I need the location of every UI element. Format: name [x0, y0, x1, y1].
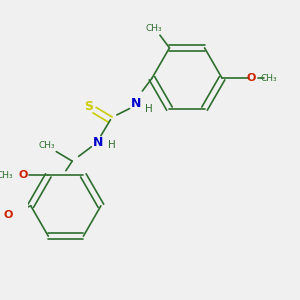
Text: CH₃: CH₃ — [38, 141, 55, 150]
Text: N: N — [131, 97, 141, 110]
Text: N: N — [92, 136, 103, 148]
Text: O: O — [4, 210, 13, 220]
Text: S: S — [84, 100, 93, 113]
Text: O: O — [246, 73, 256, 83]
Text: CH₃: CH₃ — [260, 74, 277, 83]
Text: O: O — [18, 170, 28, 180]
Text: H: H — [108, 140, 116, 150]
Text: CH₃: CH₃ — [0, 171, 14, 180]
Text: CH₃: CH₃ — [145, 24, 162, 33]
Text: H: H — [145, 103, 153, 113]
